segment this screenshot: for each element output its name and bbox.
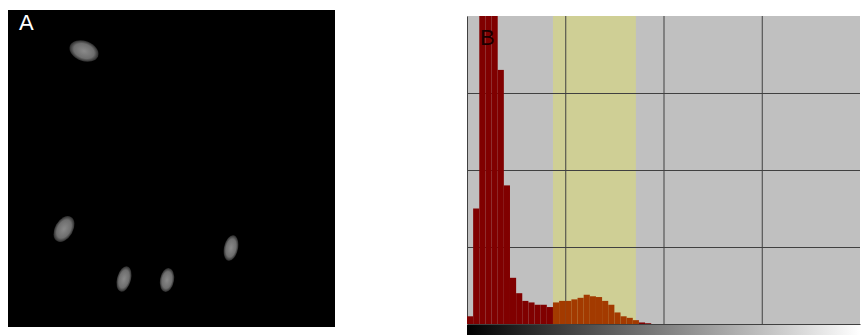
histogram-bar — [664, 324, 670, 325]
histogram-bar — [492, 16, 498, 324]
histogram-bar — [633, 320, 639, 324]
histogram-bar — [756, 324, 762, 325]
plot-background — [467, 16, 860, 324]
y-grid — [467, 17, 860, 325]
histogram-bar — [676, 324, 682, 325]
micrograph — [8, 10, 335, 327]
histogram-bar — [584, 295, 590, 324]
histogram-bar — [565, 301, 571, 324]
histogram-bar — [854, 324, 860, 325]
grid-line — [467, 93, 860, 94]
y-tick — [467, 170, 860, 171]
histogram-bar — [713, 324, 719, 325]
image-panel: A — [8, 10, 335, 327]
nucleus — [66, 36, 101, 65]
histogram-bar — [473, 209, 479, 325]
histogram-bar — [792, 324, 798, 325]
histogram-bar — [731, 324, 737, 325]
bars — [467, 16, 651, 324]
histogram-bar — [737, 324, 743, 325]
histogram-bar — [535, 305, 541, 324]
histogram-bar — [621, 316, 627, 324]
histogram-bar — [608, 305, 614, 324]
histogram-bar — [780, 324, 786, 325]
histogram-bar — [817, 324, 823, 325]
histogram-bar — [504, 185, 510, 324]
y-tick — [467, 93, 860, 94]
histogram-bar — [522, 301, 528, 324]
histogram-bar — [590, 296, 596, 324]
histogram-bar — [719, 324, 725, 325]
nucleus — [114, 265, 134, 294]
histogram-bar — [596, 297, 602, 324]
grid-line — [467, 170, 860, 171]
histogram-bar — [774, 324, 780, 325]
histogram-bar — [688, 324, 694, 325]
histogram-bar — [559, 301, 565, 324]
histogram-bar — [706, 324, 712, 325]
histogram-bar — [823, 324, 829, 325]
histogram-bar — [700, 324, 706, 325]
histogram-bar — [725, 324, 731, 325]
histogram-bar — [553, 302, 559, 324]
histogram-bar — [516, 293, 522, 324]
panel-label: B — [480, 25, 495, 50]
histogram-bar — [842, 324, 848, 325]
histogram-bar — [805, 324, 811, 325]
nucleus — [158, 267, 176, 293]
histogram-bar — [639, 322, 645, 324]
histogram-bar — [848, 324, 854, 325]
histogram-bar — [657, 324, 663, 325]
histogram-bar — [835, 324, 841, 325]
histogram-panel: B — [467, 1, 861, 335]
histogram-bar — [467, 316, 473, 324]
panel-label: A — [19, 10, 34, 35]
nucleus — [221, 234, 240, 262]
histogram-bar — [786, 324, 792, 325]
histogram-bar — [651, 324, 657, 325]
x-axis-line — [468, 324, 861, 325]
histogram-bar — [645, 323, 651, 324]
histogram-bar — [510, 278, 516, 324]
histogram-bar — [762, 324, 768, 325]
histogram-bar — [682, 324, 688, 325]
nucleus — [49, 212, 79, 245]
histogram-bar — [799, 324, 805, 325]
histogram-bar — [479, 16, 485, 324]
histogram-bar — [670, 324, 676, 325]
grid-line — [467, 247, 860, 248]
histogram-bar — [498, 70, 504, 324]
histogram-bar — [485, 16, 491, 324]
histogram-bar — [749, 324, 755, 325]
histogram-bar — [614, 312, 620, 324]
histogram-bar — [541, 305, 547, 324]
y-tick — [467, 247, 860, 248]
histogram-bar — [602, 301, 608, 324]
histogram-bar — [547, 307, 553, 324]
histogram-bar — [829, 324, 835, 325]
histogram-bar — [578, 298, 584, 324]
histogram-bar — [768, 324, 774, 325]
histogram-bar — [811, 324, 817, 325]
histogram-bar — [571, 299, 577, 324]
histogram-bar — [694, 324, 700, 325]
intensity-ramp — [467, 325, 860, 335]
histogram-bar — [743, 324, 749, 325]
figure: AB — [0, 0, 868, 336]
histogram-bar — [627, 318, 633, 324]
x-grid — [468, 16, 861, 325]
histogram-bar — [528, 302, 534, 324]
